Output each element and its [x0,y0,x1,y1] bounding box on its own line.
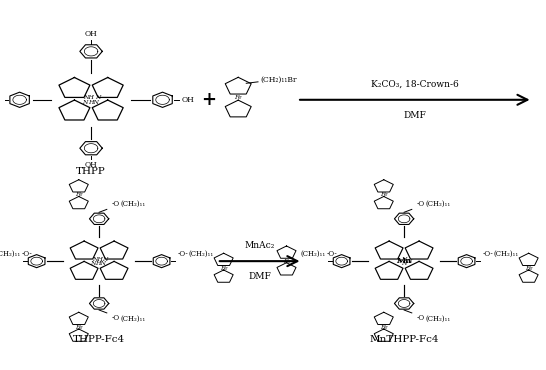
Text: (CH₂)₁₁: (CH₂)₁₁ [494,250,519,258]
Text: (CH₂)₁₁: (CH₂)₁₁ [300,250,325,258]
Text: N: N [95,95,100,100]
Text: N: N [401,256,407,262]
Text: (CH₂)₁₁: (CH₂)₁₁ [425,200,451,208]
Text: Mn: Mn [396,257,412,265]
Text: (CH₂)₁₁: (CH₂)₁₁ [188,250,213,258]
Text: -O: -O [417,200,425,208]
Text: N: N [91,261,96,266]
Text: (CH₂)₁₁: (CH₂)₁₁ [0,250,21,258]
Text: N: N [82,100,87,105]
Text: -O-: -O- [327,250,337,258]
Text: DMF: DMF [248,272,271,281]
Text: DMF: DMF [403,111,426,120]
Text: NH: NH [92,256,103,262]
Text: HN: HN [96,261,106,266]
Text: (CH₂)₁₁: (CH₂)₁₁ [121,314,146,322]
Text: HN: HN [88,100,99,105]
Text: OH: OH [85,30,97,38]
Text: Fe: Fe [380,192,388,197]
Text: Fe: Fe [234,95,242,101]
Text: Fe: Fe [220,266,228,271]
Text: OH: OH [85,161,97,169]
Text: -O: -O [111,200,120,208]
Text: K₂CO₃, 18-Crown-6: K₂CO₃, 18-Crown-6 [371,80,459,89]
Text: -O-: -O- [177,250,188,258]
Text: Fe: Fe [525,266,532,271]
Text: -O-: -O- [22,250,32,258]
Text: N: N [102,256,108,262]
Text: NH: NH [84,95,94,100]
Text: Fe: Fe [283,259,290,264]
Text: -O: -O [111,314,120,322]
Text: OH: OH [182,96,194,104]
Text: THPP-Fc4: THPP-Fc4 [73,336,125,344]
Text: (CH₂)₁₁Br: (CH₂)₁₁Br [260,76,297,84]
Text: N: N [401,261,407,266]
Text: Fe: Fe [75,325,82,330]
Text: N: N [406,259,412,264]
Text: -O: -O [417,314,425,322]
Text: Fe: Fe [75,192,82,197]
Text: (CH₂)₁₁: (CH₂)₁₁ [121,200,146,208]
Text: -O-: -O- [483,250,494,258]
Text: (CH₂)₁₁: (CH₂)₁₁ [425,314,451,322]
Text: MnAc₂: MnAc₂ [245,241,275,250]
Text: MnTHPP-Fc4: MnTHPP-Fc4 [369,336,439,344]
Text: THPP: THPP [76,167,106,176]
Text: +: + [201,91,216,109]
Text: Fe: Fe [380,325,388,330]
Text: N: N [396,259,402,264]
